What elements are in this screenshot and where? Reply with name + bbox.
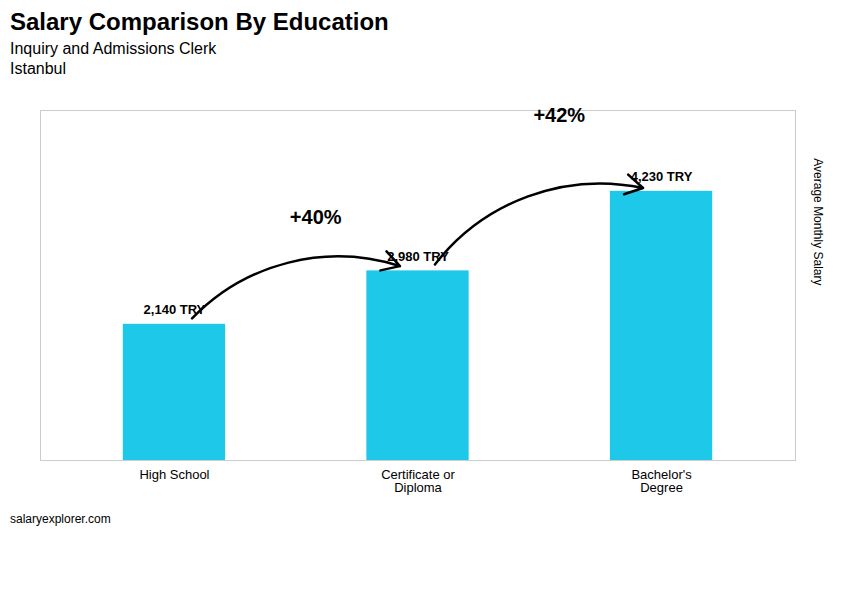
svg-text:Average Monthly Salary: Average Monthly Salary	[811, 158, 825, 285]
html-text:Salary Comparison By Education: Salary Comparison By Education	[10, 8, 389, 35]
svg-text:+42%: +42%	[533, 104, 585, 126]
html-text:salaryexplorer.com: salaryexplorer.com	[10, 512, 111, 526]
html-text:Inquiry and Admissions Clerk: Inquiry and Admissions Clerk	[10, 40, 217, 57]
svg-text:2,140 TRY: 2,140 TRY	[144, 302, 206, 317]
html-text:Istanbul: Istanbul	[10, 60, 66, 77]
svg-text:4,230 TRY: 4,230 TRY	[631, 169, 693, 184]
svg-text:High School: High School	[139, 467, 209, 482]
svg-text:2,980 TRY: 2,980 TRY	[387, 249, 449, 264]
svg-text:Certificate orDiploma: Certificate orDiploma	[381, 467, 455, 495]
svg-text:+40%: +40%	[290, 206, 342, 228]
svg-text:Bachelor'sDegree: Bachelor'sDegree	[631, 467, 692, 495]
